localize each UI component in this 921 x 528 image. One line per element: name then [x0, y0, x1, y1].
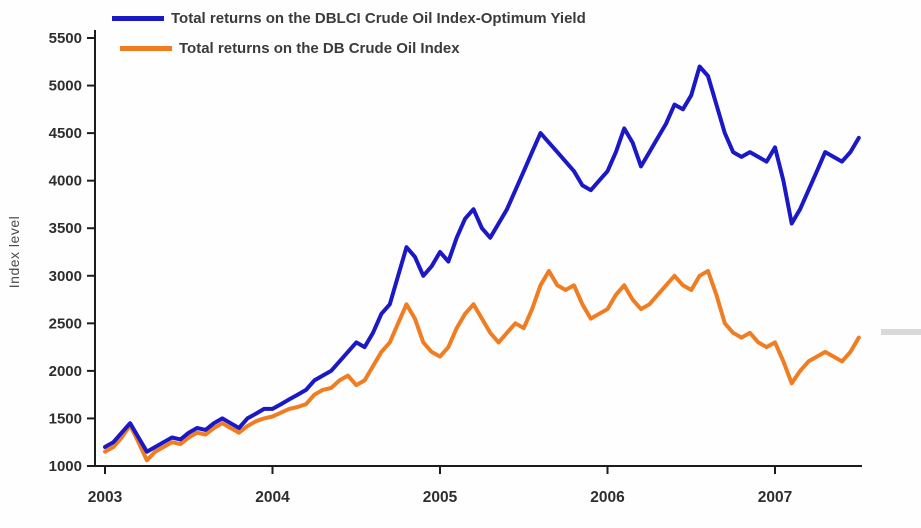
series-line-dblci-oy [103, 64, 861, 454]
x-tick-label: 2003 [88, 489, 123, 506]
y-tick-label: 5500 [49, 30, 82, 47]
y-tick-label: 3500 [49, 220, 82, 237]
y-tick-label: 2500 [49, 315, 82, 332]
legend-label-db-crude: Total returns on the DB Crude Oil Index [179, 39, 460, 57]
y-axis-label: Index level [6, 215, 22, 289]
y-tick-label: 2000 [49, 363, 82, 380]
legend: Total returns on the DBLCI Crude Oil Ind… [112, 6, 586, 66]
y-tick-label: 3000 [49, 268, 82, 285]
y-tick-label: 1000 [49, 458, 82, 475]
legend-label-dblci-oy: Total returns on the DBLCI Crude Oil Ind… [171, 9, 586, 27]
legend-swatch-dblci-oy-icon [112, 15, 164, 21]
legend-item-dblci-oy: Total returns on the DBLCI Crude Oil Ind… [112, 6, 586, 30]
y-tick-label: 5000 [49, 78, 82, 95]
legend-item-db-crude: Total returns on the DB Crude Oil Index [120, 36, 586, 60]
legend-swatch-db-crude-icon [120, 45, 172, 51]
y-tick-label: 4000 [49, 173, 82, 190]
y-tick-label: 4500 [49, 125, 82, 142]
x-tick-label: 2006 [590, 489, 625, 506]
scan-artifact [881, 329, 921, 335]
series-line-db-crude [103, 269, 861, 463]
x-tick-label: 2005 [423, 489, 458, 506]
x-tick-label: 2004 [255, 489, 290, 506]
x-tick-label: 2007 [758, 489, 792, 506]
y-tick-label: 1500 [49, 410, 82, 427]
